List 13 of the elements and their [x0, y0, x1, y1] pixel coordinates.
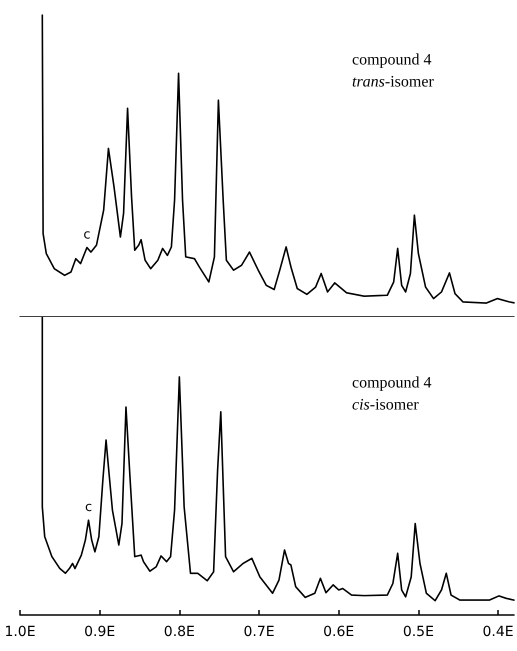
x-tick-label: 0.9E	[84, 624, 116, 640]
x-tick-label: 0.4E	[482, 624, 514, 640]
annotation: c	[83, 228, 91, 243]
x-tick-label: 0.5E	[402, 624, 434, 640]
x-tick-label: 1.0E	[4, 624, 36, 640]
annotation: compound 4	[352, 52, 432, 68]
annotation: c	[84, 500, 92, 516]
annotation: trans-isomer	[352, 74, 434, 90]
annotation: compound 4	[352, 374, 432, 392]
x-tick-label: 0.6E	[323, 624, 354, 640]
x-tick-label: 0.8E	[164, 624, 195, 640]
annotation: cis-isomer	[352, 396, 420, 414]
x-tick-label: 0.7E	[243, 624, 275, 640]
